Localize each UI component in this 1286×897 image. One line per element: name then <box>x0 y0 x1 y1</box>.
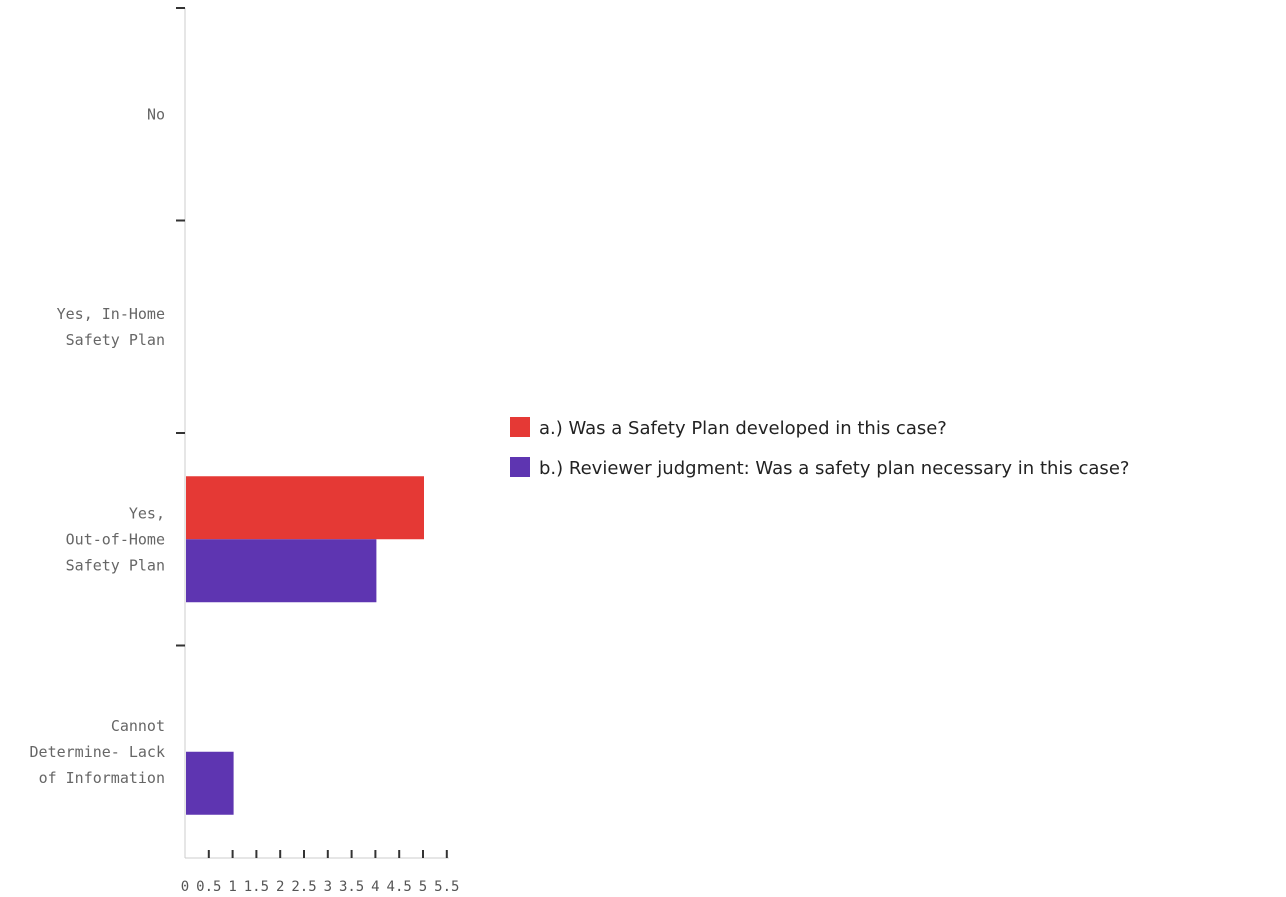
y-axis: No Yes, In-Home Safety Plan Yes, Out-of-Home… <box>30 7 186 858</box>
x-tick-label: 5.5 <box>434 879 459 895</box>
x-tick-label: 4.5 <box>387 879 412 895</box>
category-label: No <box>147 105 165 123</box>
x-tick-label: 1.5 <box>244 879 269 895</box>
legend-swatch <box>510 457 530 477</box>
x-tick-label: 3 <box>324 879 332 895</box>
x-tick-label: 1 <box>228 879 236 895</box>
category-label: Yes, In-Home Safety Plan <box>57 305 165 349</box>
legend-label: a.) Was a Safety Plan developed in this … <box>539 418 947 439</box>
bar-series-b <box>186 751 234 815</box>
bars <box>186 476 424 815</box>
x-tick-label: 2.5 <box>291 879 316 895</box>
category-label: Cannot Determine- Lack of Information <box>30 717 165 787</box>
bar-series-a <box>186 476 424 540</box>
bar-series-b <box>186 539 377 603</box>
legend: a.) Was a Safety Plan developed in this … <box>510 417 1129 479</box>
x-tick-label: 4 <box>371 879 379 895</box>
x-tick-label: 5 <box>419 879 427 895</box>
x-axis: 0 0.5 1 1.5 2 2.5 3 3.5 4 4.5 5 5.5 <box>181 850 459 895</box>
x-tick-label: 0 <box>181 879 189 895</box>
x-tick-label: 3.5 <box>339 879 364 895</box>
legend-label: b.) Reviewer judgment: Was a safety plan… <box>539 458 1129 479</box>
category-label: Yes, Out-of-Home Safety Plan <box>66 504 165 574</box>
x-tick-label: 2 <box>276 879 284 895</box>
x-tick-label: 0.5 <box>196 879 221 895</box>
legend-swatch <box>510 417 530 437</box>
